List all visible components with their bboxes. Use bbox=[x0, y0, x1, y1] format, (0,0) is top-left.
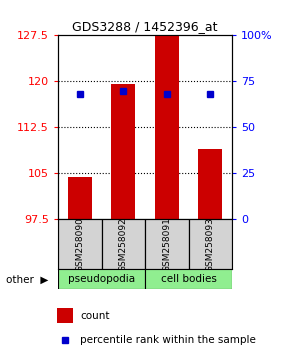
Bar bbox=[102, 219, 145, 269]
Bar bbox=[111, 85, 135, 219]
Text: pseudopodia: pseudopodia bbox=[68, 274, 135, 284]
Bar bbox=[145, 219, 188, 269]
Bar bbox=[58, 269, 145, 289]
Text: percentile rank within the sample: percentile rank within the sample bbox=[80, 335, 256, 344]
Text: count: count bbox=[80, 311, 110, 321]
Bar bbox=[57, 308, 73, 323]
Bar bbox=[68, 177, 92, 219]
Text: cell bodies: cell bodies bbox=[161, 274, 216, 284]
Text: GSM258092: GSM258092 bbox=[119, 217, 128, 272]
Bar bbox=[155, 35, 179, 219]
Text: GSM258093: GSM258093 bbox=[206, 217, 215, 272]
Bar bbox=[145, 269, 232, 289]
Title: GDS3288 / 1452396_at: GDS3288 / 1452396_at bbox=[72, 20, 218, 33]
Text: GSM258091: GSM258091 bbox=[162, 217, 171, 272]
Bar bbox=[58, 219, 102, 269]
Bar bbox=[198, 149, 222, 219]
Text: GSM258090: GSM258090 bbox=[75, 217, 84, 272]
Bar bbox=[188, 219, 232, 269]
Text: other  ▶: other ▶ bbox=[6, 275, 48, 285]
